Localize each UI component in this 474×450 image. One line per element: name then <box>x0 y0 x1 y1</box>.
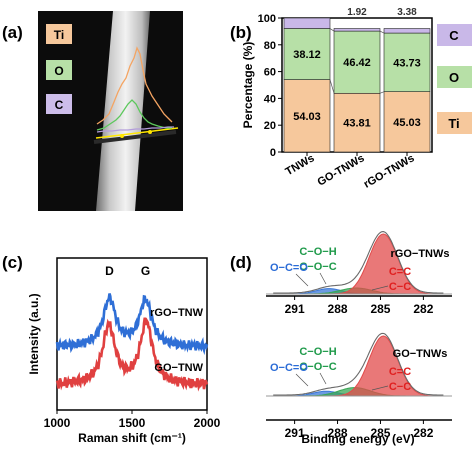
component-label: C−O−C <box>299 261 336 273</box>
bar-segment-ti <box>383 91 431 153</box>
component-label: C−O−H <box>299 346 336 358</box>
x-tick-label: 285 <box>370 302 390 316</box>
connector-line <box>329 28 335 32</box>
envelope-line <box>273 332 444 396</box>
data-label: 43.73 <box>393 57 421 69</box>
edx-line-c <box>96 126 174 133</box>
panel-label-b: (b) <box>230 23 252 42</box>
sem-image: Ti O C <box>38 11 183 211</box>
edx-line-o <box>96 99 172 131</box>
legend-a-ti: Ti <box>54 28 64 42</box>
legend-b-c: C <box>449 28 459 43</box>
peak-label: G <box>141 264 150 278</box>
y-tick-label: 40 <box>264 93 276 105</box>
legend-b: C O Ti <box>437 24 472 134</box>
bar-segment-o <box>283 28 331 80</box>
connector-line <box>379 30 385 34</box>
panel-label-d: (d) <box>230 253 252 272</box>
x-tick-label: 1000 <box>44 416 71 430</box>
spectrum-title: rGO−TNWs <box>391 248 450 260</box>
x-tick-label: 282 <box>413 426 433 440</box>
bar-segment-c <box>383 28 431 34</box>
data-label: 45.03 <box>393 117 421 129</box>
spectrum-line <box>55 317 209 392</box>
panel-label-a: (a) <box>2 23 23 42</box>
y-tick-label: 20 <box>264 120 276 132</box>
x-tick-label: 282 <box>413 302 433 316</box>
label-leader <box>295 273 309 287</box>
y-tick-label: 60 <box>264 67 276 79</box>
bar-segment-ti <box>333 92 381 153</box>
y-tick-label: 100 <box>258 13 276 25</box>
bar-segment-c <box>333 28 381 32</box>
bar-segment-o <box>383 32 431 92</box>
x-tick-label: TNWs <box>284 152 317 178</box>
data-label: 43.81 <box>343 118 371 130</box>
y-axis-label: Intensity (a.u.) <box>27 293 41 374</box>
legend-a-c: C <box>55 98 64 112</box>
legend-b-o: O <box>449 70 459 85</box>
data-label: 3.38 <box>397 7 417 18</box>
spectrum-line <box>55 293 209 356</box>
label-leader <box>319 372 327 385</box>
x-tick-label: 291 <box>285 302 305 316</box>
label-leader <box>295 373 309 387</box>
x-tick-label: 285 <box>370 426 390 440</box>
connector-line <box>329 79 335 94</box>
y-axis-label: Percentage (%) <box>241 42 255 129</box>
xps-chart: Binding energy (eV)291 288 285 282rGO−TNWsC… <box>266 231 452 446</box>
x-tick-label: rGO-TNWs <box>362 152 417 191</box>
component-label: O−C=O <box>270 262 308 274</box>
legend-a-o: O <box>54 64 63 78</box>
label-leader <box>319 272 327 285</box>
raman-chart: 1000 1500 2000 Raman shift (cm⁻¹) Intensity … <box>27 257 221 445</box>
edx-line-ti <box>96 46 173 125</box>
component-label: C−C <box>389 381 411 393</box>
series-label: GO−TNW <box>154 362 203 374</box>
x-tick-label: 288 <box>328 426 348 440</box>
component-label: C−O−C <box>299 361 336 373</box>
stacked-bar-chart: 0 20 40 60 80 100 Percentage (%) 54.03 38.12 TNWs… <box>241 7 433 191</box>
component-label: C−O−H <box>299 246 336 258</box>
legend-b-ti: Ti <box>448 116 459 131</box>
data-label: 54.03 <box>293 111 321 123</box>
envelope-line <box>273 231 444 294</box>
data-label: 38.12 <box>293 49 321 61</box>
data-label: 1.92 <box>347 7 367 18</box>
series-label: rGO−TNW <box>150 307 203 319</box>
y-tick-label: 80 <box>264 40 276 52</box>
panel-label-c: (c) <box>2 253 23 272</box>
spectrum-title: GO−TNWs <box>393 348 448 360</box>
y-tick-label: 0 <box>270 147 276 159</box>
x-tick-label: 1500 <box>119 416 146 430</box>
x-axis-label: Raman shift (cm⁻¹) <box>78 431 186 445</box>
component-label: C=C <box>389 366 411 378</box>
component-label: C−C <box>389 281 411 293</box>
legend-a: Ti O C <box>46 24 72 114</box>
x-tick-label: 291 <box>285 426 305 440</box>
component-label: O−C=O <box>270 362 308 374</box>
label-leader <box>371 285 389 291</box>
bar-segment-c <box>283 17 331 29</box>
connector-line <box>379 91 385 94</box>
label-leader <box>371 385 389 391</box>
bar-segment-o <box>333 30 381 94</box>
x-tick-label: GO-TNWs <box>316 152 367 188</box>
peak-label: D <box>105 264 114 278</box>
x-tick-label: 288 <box>328 302 348 316</box>
x-tick-label: 2000 <box>194 416 221 430</box>
x-axis-label: Binding energy (eV) <box>301 432 414 446</box>
data-label: 46.42 <box>343 57 371 69</box>
component-label: C=C <box>389 266 411 278</box>
